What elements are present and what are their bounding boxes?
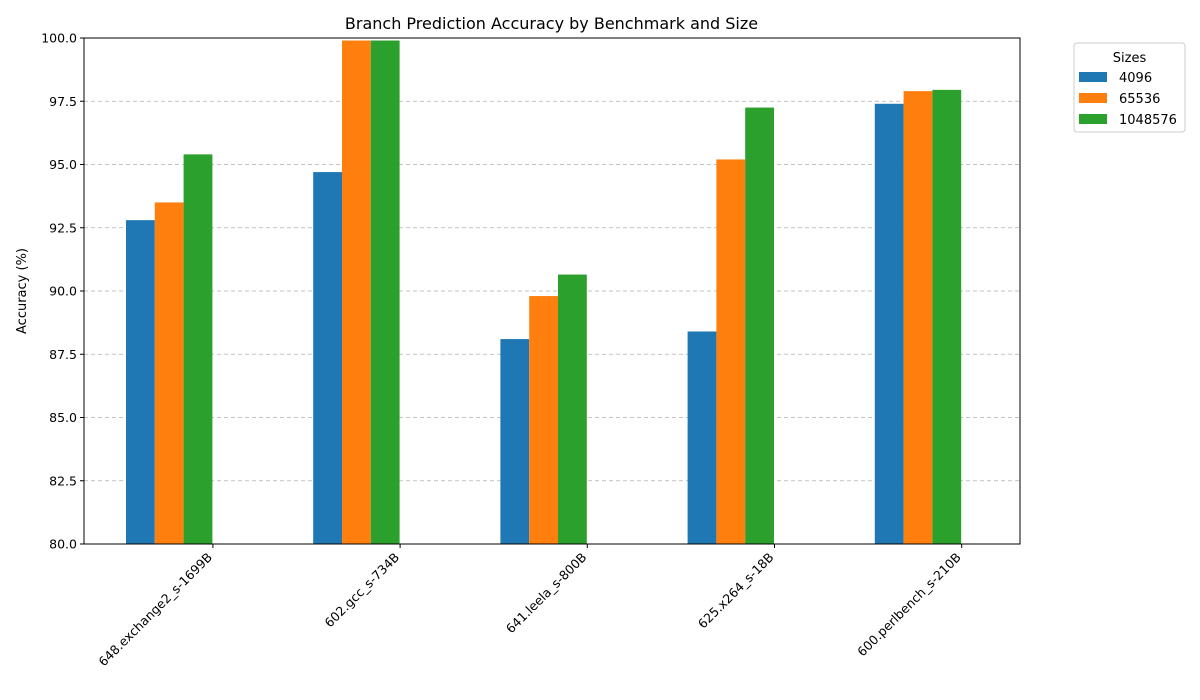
bar-65536-4 [716, 159, 746, 544]
x-tick-label: 602.gcc_s-734B [321, 550, 402, 631]
x-tick-label: 641.leela_s-800B [503, 550, 590, 637]
legend-title: Sizes [1113, 51, 1147, 66]
bar-4096-5 [874, 103, 904, 544]
legend-swatch-1048576 [1079, 114, 1107, 124]
grid-lines [84, 100, 1020, 482]
y-tick-label: 92.5 [49, 220, 77, 235]
bars [126, 40, 962, 545]
bar-4096-1 [126, 220, 155, 544]
x-axis-ticks: 648.exchange2_s-1699B 602.gcc_s-734B 641.l… [95, 544, 964, 670]
y-tick-label: 87.5 [49, 347, 77, 362]
bar-1048576-2 [370, 40, 400, 544]
y-tick-label: 90.0 [49, 284, 77, 299]
y-axis-ticks: 80.0 82.5 85.0 87.5 90.0 92.5 95.0 97.5 100.0 [41, 31, 84, 552]
x-tick-label: 600.perlbench_s-210B [854, 550, 964, 660]
legend-swatch-65536 [1079, 93, 1107, 103]
bar-1048576-4 [745, 107, 774, 544]
y-tick-label: 80.0 [49, 537, 77, 552]
y-tick-label: 100.0 [41, 31, 77, 46]
bar-1048576-3 [558, 274, 587, 544]
bar-65536-1 [154, 202, 184, 544]
y-tick-label: 85.0 [49, 410, 77, 425]
bar-4096-3 [500, 339, 530, 544]
y-tick-label: 95.0 [49, 157, 77, 172]
y-tick-label: 97.5 [49, 94, 77, 109]
bar-65536-3 [529, 296, 558, 544]
x-tick-label: 625.x264_s-18B [695, 550, 777, 632]
legend-label-1048576: 1048576 [1119, 113, 1177, 128]
legend-label-65536: 65536 [1119, 92, 1160, 107]
legend-label-4096: 4096 [1119, 71, 1152, 86]
bar-65536-5 [903, 91, 933, 544]
bar-1048576-1 [183, 154, 213, 544]
y-tick-label: 82.5 [49, 473, 77, 488]
chart-title: Branch Prediction Accuracy by Benchmark … [345, 14, 758, 33]
bar-1048576-5 [932, 89, 962, 545]
bar-4096-4 [687, 331, 717, 544]
legend-box [1073, 42, 1186, 133]
bar-65536-2 [342, 40, 371, 544]
legend-swatch-4096 [1079, 72, 1107, 82]
bar-4096-2 [313, 172, 342, 544]
legend: Sizes 4096 65536 1048576 [1073, 42, 1186, 133]
y-axis-label: Accuracy (%) [15, 248, 30, 334]
x-tick-label: 648.exchange2_s-1699B [95, 550, 215, 670]
